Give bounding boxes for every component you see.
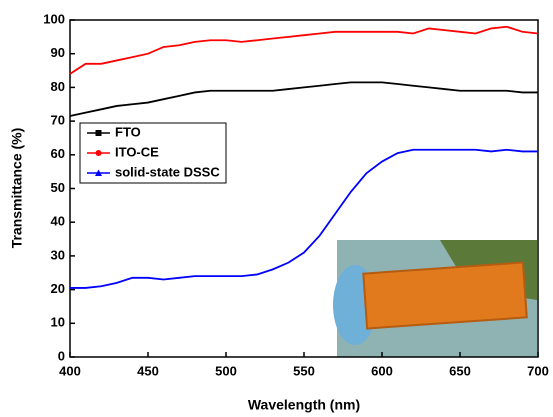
photo-cell <box>363 262 526 328</box>
x-tick-label: 450 <box>137 363 159 378</box>
y-tick-label: 10 <box>51 315 65 330</box>
chart: Wavelength (nm) Transmittance (%) 0 10 20 3… <box>0 0 553 417</box>
y-tick-label: 90 <box>51 45 65 60</box>
y-tick-label: 70 <box>51 113 65 128</box>
y-tick-label: 100 <box>43 11 65 26</box>
data-line <box>70 27 538 74</box>
y-tick-label: 20 <box>51 281 65 296</box>
y-tick-label: 40 <box>51 214 65 229</box>
x-tick-label: 700 <box>527 363 549 378</box>
x-axis-label: Wavelength (nm) <box>248 397 360 413</box>
y-tick-label: 0 <box>58 348 65 363</box>
y-tick-label: 80 <box>51 79 65 94</box>
legend-label: solid-state DSSC <box>115 164 220 179</box>
legend-marker <box>96 150 102 156</box>
x-tick-label: 650 <box>449 363 471 378</box>
page: {"chart_data": {"type": "line", "xlabel"… <box>0 0 553 417</box>
y-tick-label: 30 <box>51 247 65 262</box>
inset-photo <box>333 240 537 357</box>
y-axis-label: Transmittance (%) <box>9 128 25 249</box>
y-tick-label: 50 <box>51 180 65 195</box>
legend-label: FTO <box>115 124 141 139</box>
x-tick-label: 550 <box>293 363 315 378</box>
data-line <box>70 82 538 116</box>
x-tick-label: 500 <box>215 363 237 378</box>
x-tick-label: 400 <box>59 363 81 378</box>
legend-label: ITO-CE <box>115 144 159 159</box>
x-tick-label: 600 <box>371 363 393 378</box>
y-tick-label: 60 <box>51 146 65 161</box>
legend-marker <box>96 130 102 136</box>
